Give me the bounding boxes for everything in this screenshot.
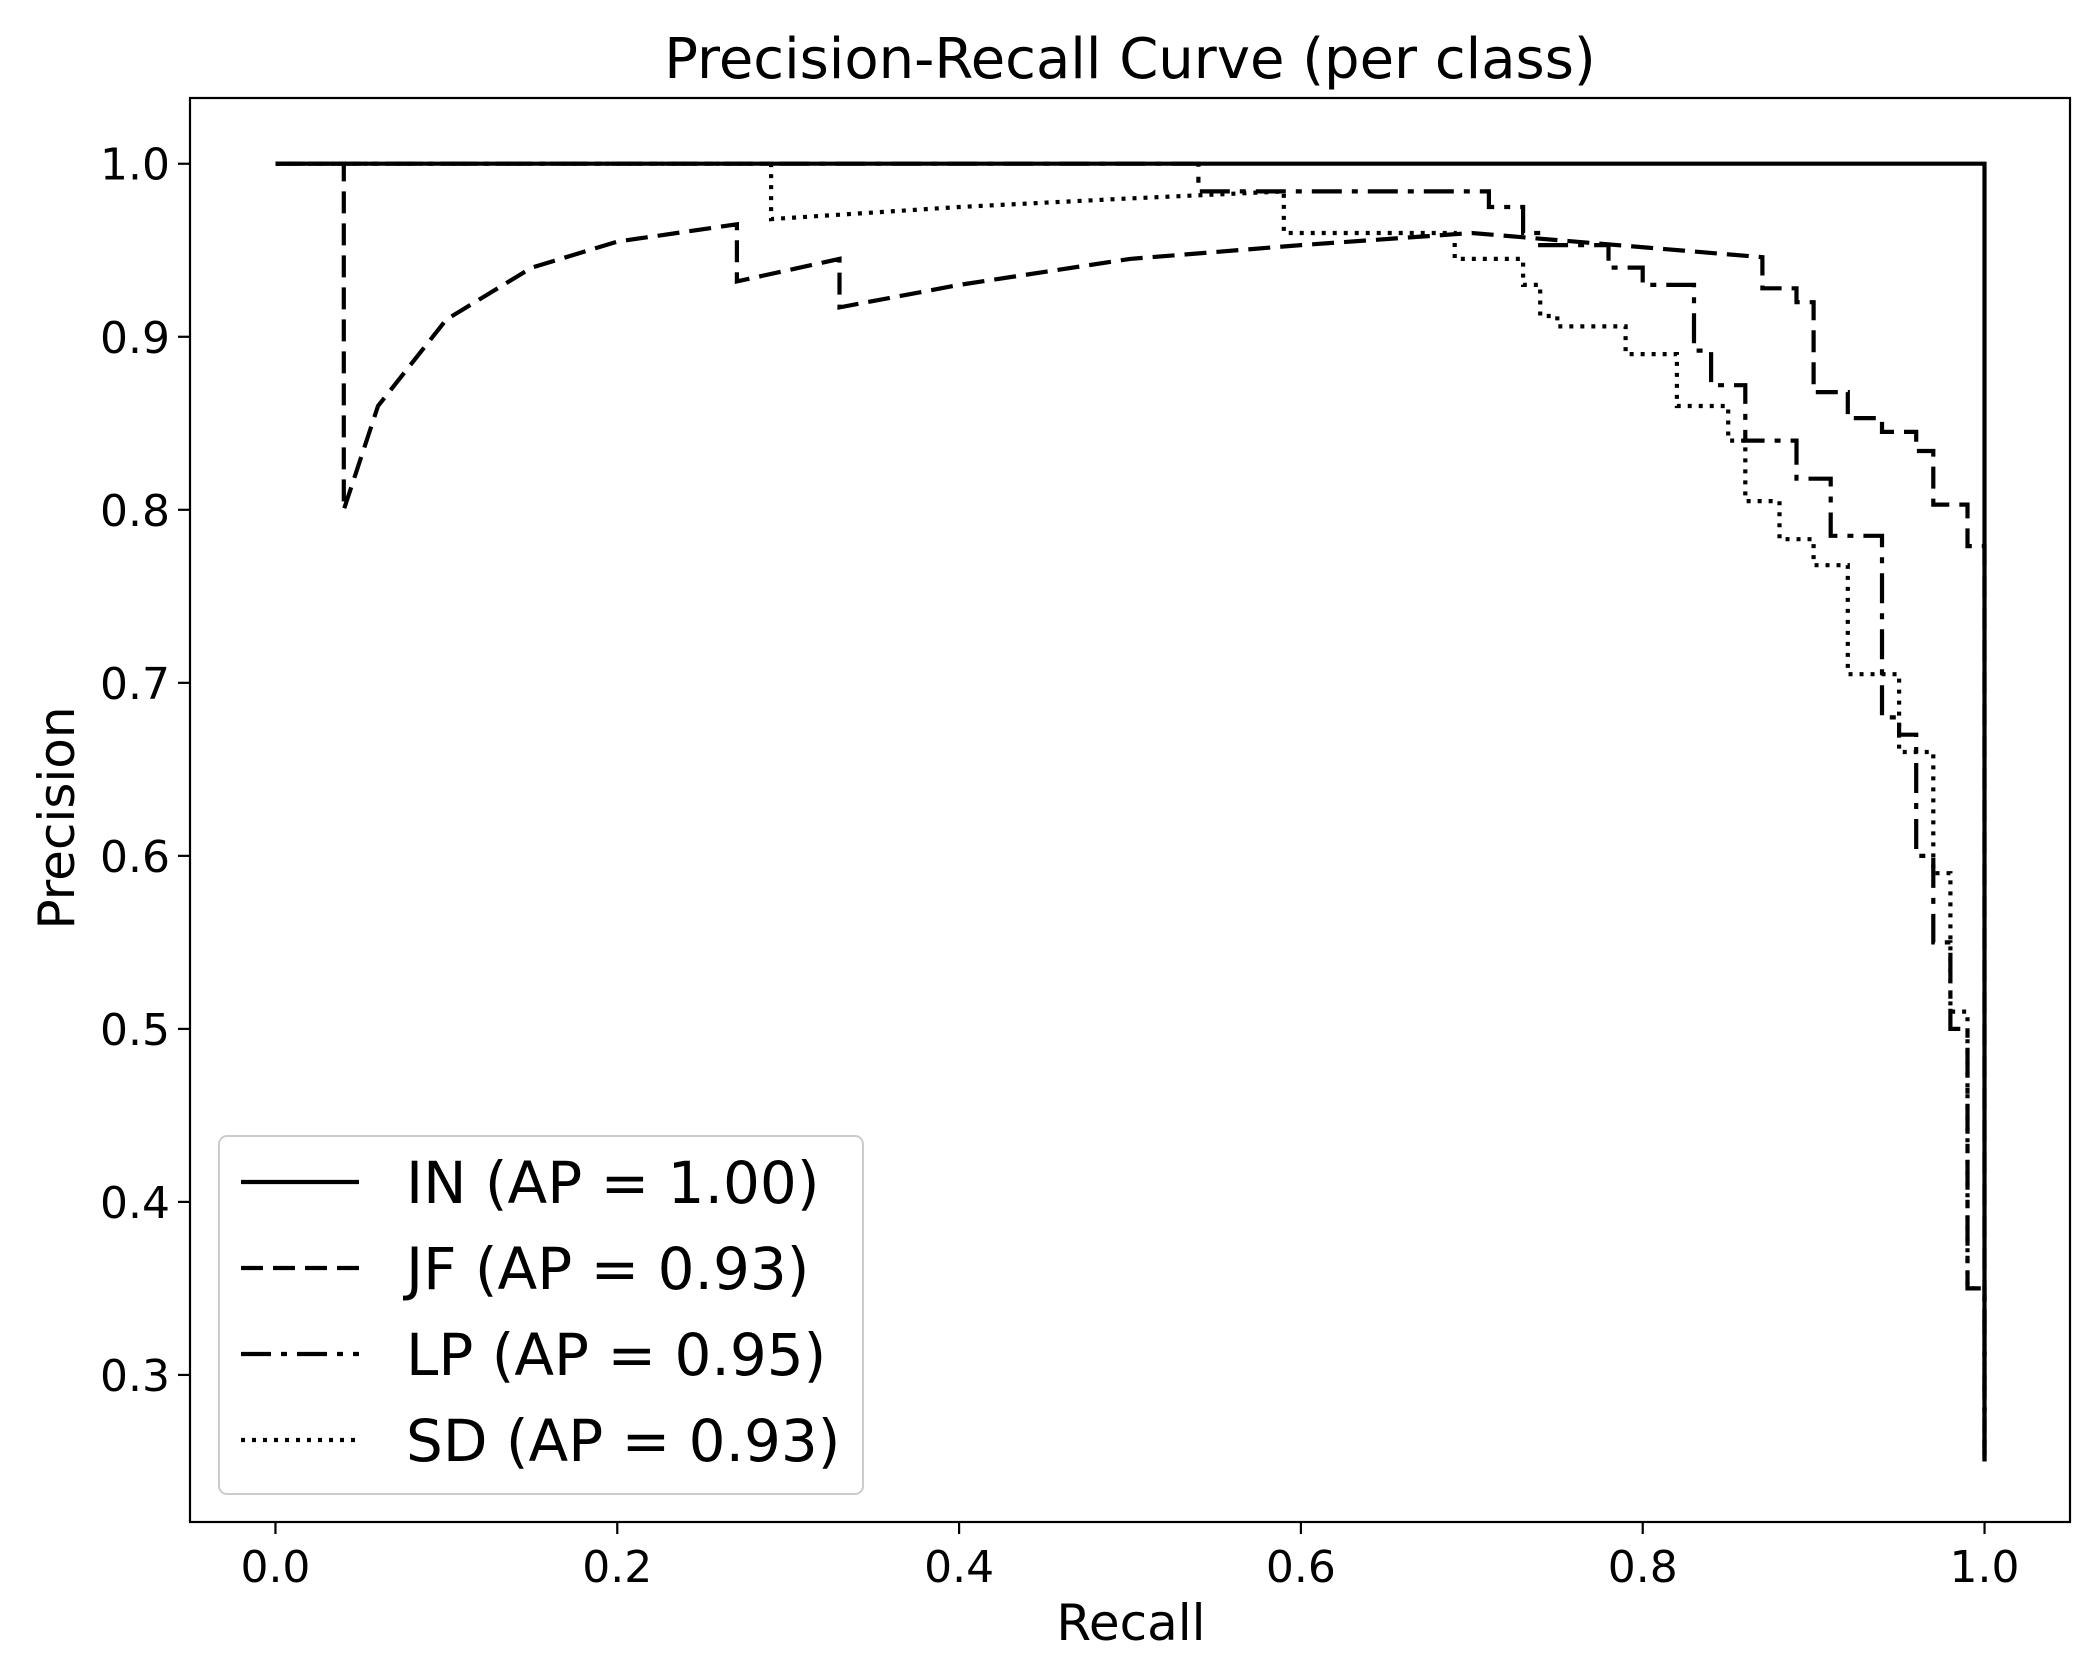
y-axis-label: Precision bbox=[28, 706, 86, 929]
x-tick-label: 0.8 bbox=[1608, 1542, 1678, 1593]
y-tick-label: 0.3 bbox=[100, 1351, 170, 1402]
y-tick-label: 0.7 bbox=[100, 659, 170, 710]
x-axis-label: Recall bbox=[1056, 1594, 1205, 1652]
series-line-sd bbox=[275, 161, 1987, 1462]
legend-label-lp: LP (AP = 0.95) bbox=[406, 1321, 826, 1389]
legend-label-jf: JF (AP = 0.93) bbox=[403, 1235, 809, 1303]
y-tick-label: 0.4 bbox=[100, 1178, 170, 1229]
x-tick-label: 1.0 bbox=[1950, 1542, 2020, 1593]
legend-label-sd: SD (AP = 0.93) bbox=[406, 1407, 840, 1475]
y-tick-label: 0.9 bbox=[100, 313, 170, 364]
series-line-jf bbox=[275, 161, 1987, 1462]
x-tick-label: 0.0 bbox=[240, 1542, 310, 1593]
y-tick-label: 0.6 bbox=[100, 832, 170, 883]
x-tick-label: 0.2 bbox=[582, 1542, 652, 1593]
chart-title: Precision-Recall Curve (per class) bbox=[664, 27, 1596, 92]
y-tick-label: 0.5 bbox=[100, 1005, 170, 1056]
y-tick-label: 0.8 bbox=[100, 486, 170, 537]
plot-frame bbox=[188, 96, 2072, 1524]
legend-box bbox=[218, 1135, 864, 1495]
plot-area: 0.0 0.2 0.4 0.6 0.8 1.0 0.3 0.4 0.5 0.6 0.7 0.8 0.9 1… bbox=[100, 96, 2072, 1593]
legend-label-in: IN (AP = 1.00) bbox=[406, 1149, 819, 1217]
x-tick-label: 0.4 bbox=[924, 1542, 994, 1593]
y-tick-label: 1.0 bbox=[100, 140, 170, 191]
series-line-lp bbox=[275, 161, 1987, 1462]
x-tick-label: 0.6 bbox=[1266, 1542, 1336, 1593]
